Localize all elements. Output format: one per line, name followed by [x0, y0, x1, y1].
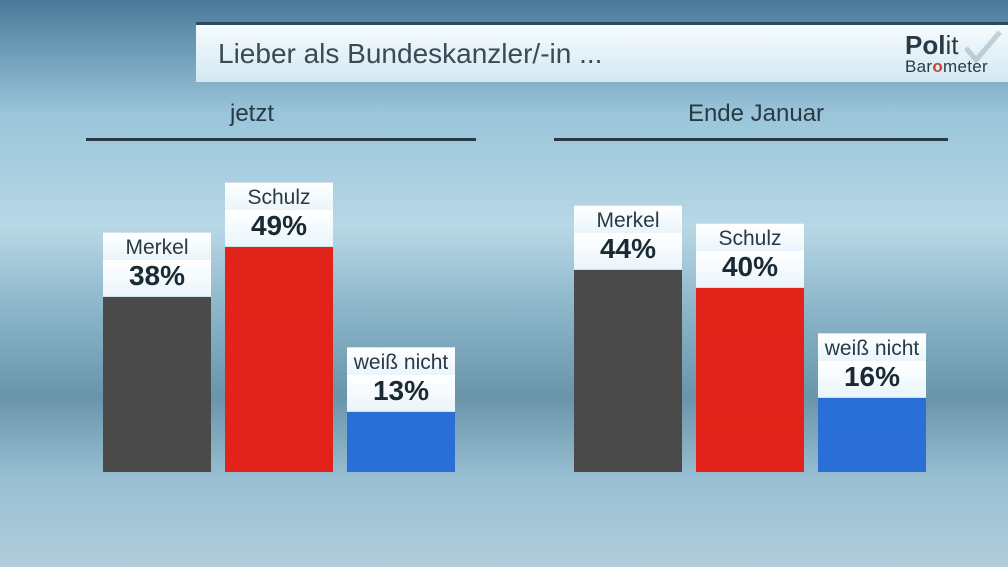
bar-value: 40%	[696, 251, 804, 288]
bar: Schulz49%	[225, 182, 333, 472]
logo-line1-bold: Pol	[905, 30, 945, 60]
bar-label: Schulz	[696, 223, 804, 251]
bar: Schulz40%	[696, 223, 804, 472]
panel-ende-januar: Ende Januar Merkel44%Schulz40%weiß nicht…	[504, 100, 1008, 567]
bar-value: 44%	[574, 233, 682, 270]
politbarometer-logo: Polit Barometer	[905, 32, 1008, 75]
panel-title: jetzt	[0, 100, 504, 128]
panel-rule	[86, 138, 476, 141]
bar: Merkel38%	[103, 232, 211, 472]
panel-title: Ende Januar	[504, 100, 1008, 128]
bar-rect	[347, 412, 455, 472]
bar-rect	[818, 398, 926, 472]
panel-jetzt: jetzt Merkel38%Schulz49%weiß nicht13%	[0, 100, 504, 567]
bars-group: Merkel38%Schulz49%weiß nicht13%	[103, 182, 455, 472]
logo-line1-thin: it	[945, 30, 958, 60]
bar: weiß nicht13%	[347, 347, 455, 472]
bar-label: weiß nicht	[347, 347, 455, 375]
bar: weiß nicht16%	[818, 333, 926, 472]
bar: Merkel44%	[574, 205, 682, 472]
logo-line2-post: meter	[943, 57, 988, 76]
panel-rule	[554, 138, 948, 141]
title-bar: Lieber als Bundeskanzler/-in ... Polit B…	[196, 22, 1008, 82]
bar-rect	[574, 270, 682, 472]
bar-rect	[103, 297, 211, 472]
chart-title: Lieber als Bundeskanzler/-in ...	[196, 38, 602, 70]
bar-label: Merkel	[103, 232, 211, 260]
bar-value: 49%	[225, 210, 333, 247]
bar-rect	[225, 247, 333, 472]
logo-line2-pre: Bar	[905, 57, 932, 76]
bar-value: 13%	[347, 375, 455, 412]
bar-label: Schulz	[225, 182, 333, 210]
bars-group: Merkel44%Schulz40%weiß nicht16%	[574, 205, 926, 472]
bar-value: 16%	[818, 361, 926, 398]
bar-rect	[696, 288, 804, 472]
logo-line2-o: o	[932, 57, 943, 76]
bar-label: weiß nicht	[818, 333, 926, 361]
bar-value: 38%	[103, 260, 211, 297]
bar-label: Merkel	[574, 205, 682, 233]
chart-panels: jetzt Merkel38%Schulz49%weiß nicht13% En…	[0, 100, 1008, 567]
